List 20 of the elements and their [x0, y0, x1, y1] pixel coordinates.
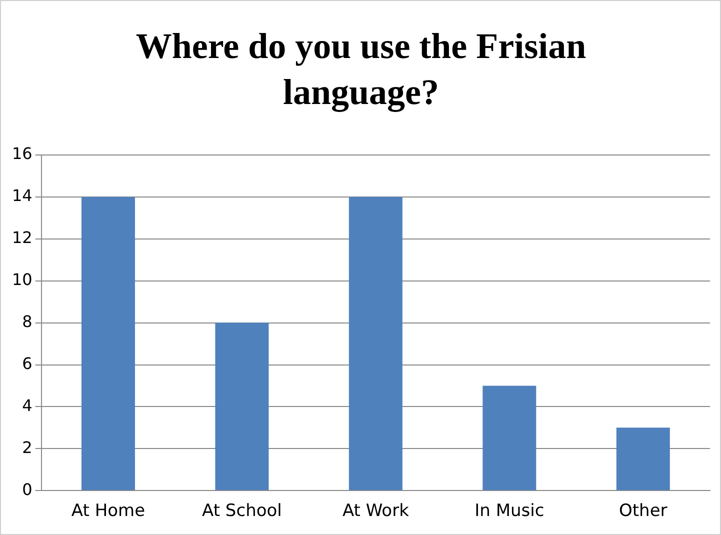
bar: [81, 196, 135, 490]
x-tick-label: In Music: [474, 501, 544, 522]
y-tick-label: 4: [22, 396, 32, 415]
y-tick-label: 16: [12, 144, 32, 164]
y-tick-label: 14: [12, 186, 32, 206]
y-tick-label: 0: [22, 480, 32, 499]
bar: [348, 196, 402, 490]
y-tick-label: 2: [22, 438, 32, 457]
y-tick-label: 10: [12, 270, 32, 290]
x-tick-label: At School: [202, 501, 282, 522]
x-tick-label: At Work: [342, 501, 410, 522]
bar: [215, 322, 269, 490]
x-tick-label: At Home: [71, 501, 146, 522]
bar: [482, 386, 536, 490]
y-tick-label: 8: [22, 312, 32, 331]
chart-title: Where do you use the Frisian language?: [134, 25, 588, 114]
y-tick-label: 6: [22, 354, 32, 373]
bar: [616, 428, 670, 490]
y-tick-label: 12: [12, 228, 32, 248]
x-tick-label: Other: [618, 501, 668, 522]
